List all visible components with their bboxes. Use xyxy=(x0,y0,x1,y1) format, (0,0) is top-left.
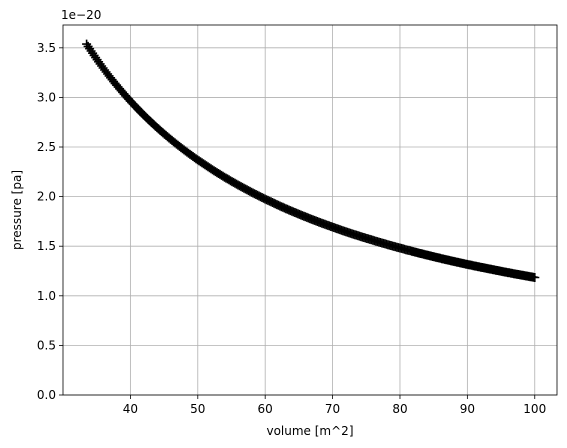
y-axis-ticks: 0.0 0.5 1.0 1.5 2.0 2.5 3.0 3.5 xyxy=(37,41,63,402)
grid xyxy=(63,25,557,396)
y-tick-label: 3.0 xyxy=(37,90,56,104)
y-tick-label: 2.0 xyxy=(37,190,56,204)
x-tick-label: 80 xyxy=(392,402,407,416)
x-tick-label: 90 xyxy=(460,402,475,416)
data-points xyxy=(82,39,540,282)
x-tick-label: 60 xyxy=(258,402,273,416)
y-tick-label: 1.0 xyxy=(37,289,56,303)
data-point xyxy=(530,273,540,282)
plot-frame xyxy=(62,24,558,396)
y-tick-label: 3.5 xyxy=(37,41,56,55)
y-offset-label: 1e−20 xyxy=(61,8,101,22)
x-tick-label: 40 xyxy=(123,402,138,416)
x-axis-label: volume [m^2] xyxy=(266,424,353,438)
x-axis-ticks: 40 50 60 70 80 90 100 xyxy=(123,395,546,416)
x-tick-label: 70 xyxy=(325,402,340,416)
y-axis-label: pressure [pa] xyxy=(10,170,24,250)
x-tick-label: 50 xyxy=(190,402,205,416)
y-tick-label: 0.5 xyxy=(37,338,56,352)
y-tick-label: 0.0 xyxy=(37,388,56,402)
y-tick-label: 1.5 xyxy=(37,239,56,253)
y-tick-label: 2.5 xyxy=(37,140,56,154)
x-tick-label: 100 xyxy=(523,402,546,416)
